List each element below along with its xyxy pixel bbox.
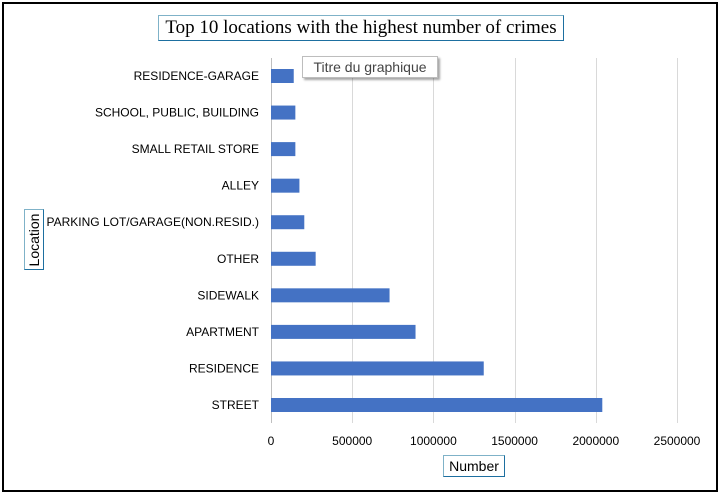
- bar[interactable]: [271, 178, 300, 193]
- x-tick-label: 2000000: [572, 434, 619, 448]
- x-tick-label: 1000000: [410, 434, 457, 448]
- bar[interactable]: [271, 69, 294, 83]
- y-axis-title-box[interactable]: Location: [24, 209, 44, 270]
- bar[interactable]: [271, 324, 416, 339]
- bar[interactable]: [271, 361, 484, 376]
- bar[interactable]: [271, 215, 305, 230]
- category-label: APARTMENT: [186, 325, 260, 339]
- category-label: PARKING LOT/GARAGE(NON.RESID.): [47, 215, 259, 229]
- category-label: OTHER: [217, 252, 259, 266]
- category-label: RESIDENCE: [189, 361, 259, 375]
- x-axis-title[interactable]: Number: [443, 455, 505, 477]
- x-tick-label: 1500000: [491, 434, 538, 448]
- bar[interactable]: [271, 142, 296, 157]
- chart-title[interactable]: Top 10 locations with the highest number…: [158, 15, 564, 41]
- category-label: SIDEWALK: [197, 288, 259, 302]
- chart-title-tooltip: Titre du graphique: [302, 56, 438, 78]
- category-label: ALLEY: [222, 179, 259, 193]
- bar[interactable]: [271, 398, 603, 412]
- bar[interactable]: [271, 251, 316, 266]
- y-axis-title: Location: [26, 213, 42, 266]
- category-label: SCHOOL, PUBLIC, BUILDING: [95, 106, 259, 120]
- category-label: STREET: [212, 398, 260, 412]
- category-label: SMALL RETAIL STORE: [132, 142, 259, 156]
- category-label: RESIDENCE-GARAGE: [134, 69, 259, 83]
- bar[interactable]: [271, 288, 390, 303]
- x-tick-label: 0: [268, 434, 275, 448]
- bar[interactable]: [271, 105, 296, 120]
- x-tick-label: 500000: [332, 434, 372, 448]
- x-tick-label: 2500000: [654, 434, 701, 448]
